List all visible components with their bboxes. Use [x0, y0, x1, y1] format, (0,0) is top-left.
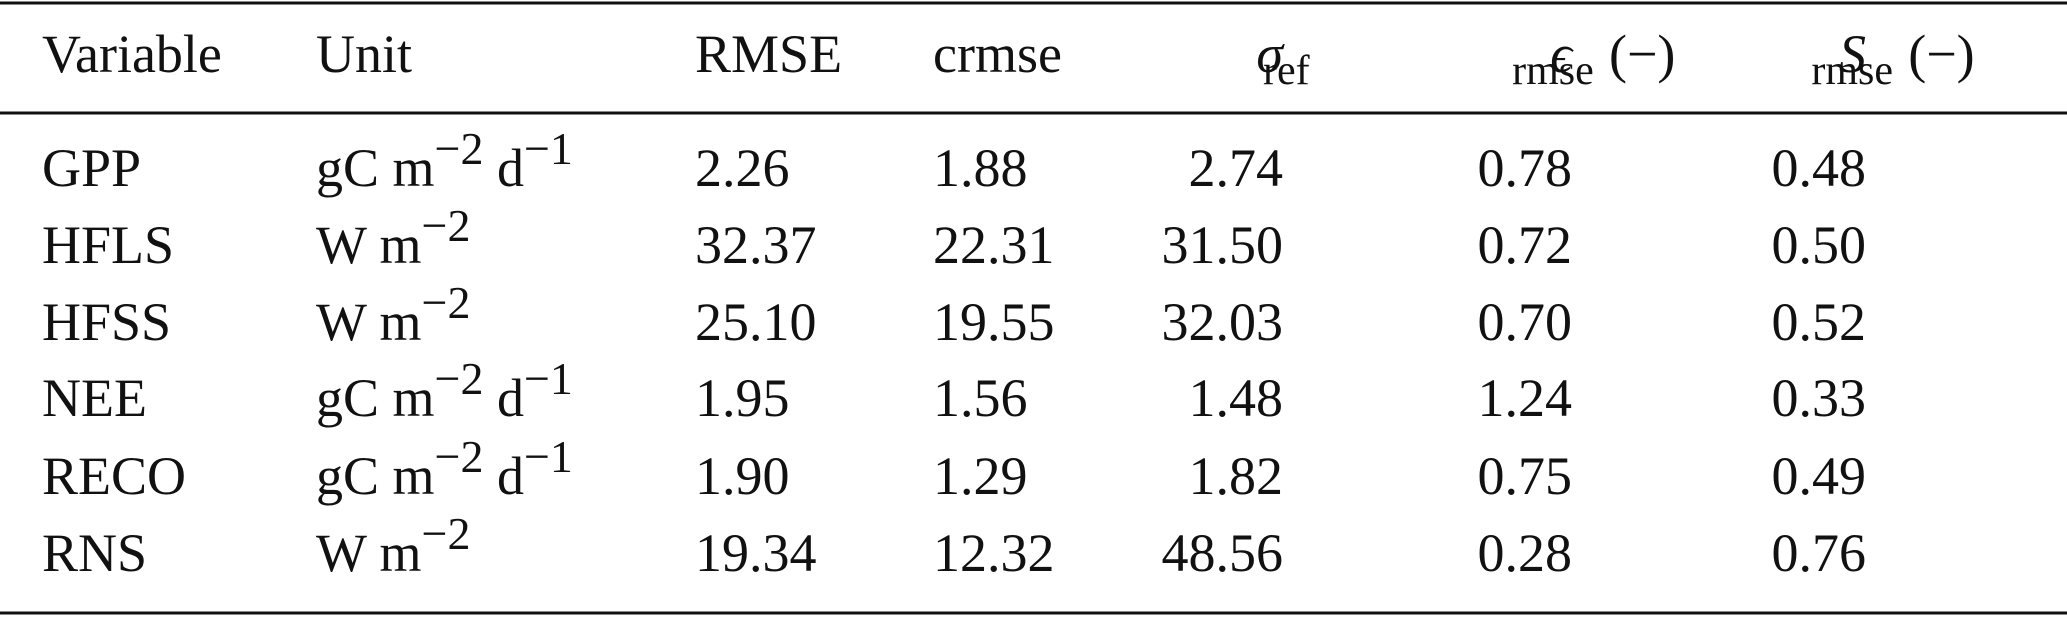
unit-superscript: −1	[524, 431, 573, 482]
unit-cell: W m−2	[316, 508, 470, 583]
value-cell: 1.56	[933, 368, 1028, 428]
unit-superscript: −2	[422, 508, 471, 559]
header-cell: Unit	[316, 24, 412, 84]
value-cell: 0.50	[1772, 215, 1867, 275]
value-cell: 0.78	[1478, 138, 1573, 198]
value-cell: 0.76	[1772, 523, 1867, 583]
variable-cell: HFLS	[42, 215, 174, 275]
unit-superscript: −2	[435, 123, 484, 174]
header-text: crmse	[933, 24, 1062, 84]
unit-text: W m	[316, 215, 422, 275]
value-cell: 0.33	[1772, 368, 1867, 428]
value-cell: 19.34	[695, 523, 817, 583]
unit-superscript: −1	[524, 123, 573, 174]
header-suffix: (−)	[1596, 24, 1676, 84]
unit-superscript: −2	[435, 431, 484, 482]
value-cell: 1.95	[695, 368, 790, 428]
unit-text: W m	[316, 523, 422, 583]
value-cell: 0.49	[1772, 446, 1867, 506]
unit-cell: W m−2	[316, 277, 470, 352]
unit-text: d	[483, 446, 524, 506]
variable-cell: GPP	[42, 138, 141, 198]
value-cell: 0.75	[1478, 446, 1573, 506]
header-symbol: S	[1839, 24, 1866, 84]
unit-cell: gC m−2 d−1	[316, 353, 573, 428]
value-cell: 22.31	[933, 215, 1055, 275]
variable-cell: NEE	[42, 368, 147, 428]
unit-superscript: −1	[524, 353, 573, 404]
value-cell: 31.50	[1162, 215, 1284, 275]
value-cell: 12.32	[933, 523, 1055, 583]
unit-text: d	[483, 138, 524, 198]
variable-cell: RECO	[42, 446, 186, 506]
value-cell: 1.29	[933, 446, 1028, 506]
value-cell: 19.55	[933, 292, 1055, 352]
header-subscript: rmse	[1512, 48, 1594, 94]
header-cell: RMSE	[695, 24, 842, 84]
unit-text: W m	[316, 292, 422, 352]
unit-superscript: −2	[422, 277, 471, 328]
value-cell: 0.70	[1478, 292, 1573, 352]
unit-cell: gC m−2 d−1	[316, 431, 573, 506]
variable-cell: RNS	[42, 523, 147, 583]
header-cell: Srmse (−)	[1811, 24, 1974, 94]
header-cell: σref	[1256, 24, 1309, 94]
unit-text: d	[483, 368, 524, 428]
header-cell: Variable	[42, 24, 222, 84]
unit-text: gC m	[316, 446, 435, 506]
value-cell: 25.10	[695, 292, 817, 352]
unit-superscript: −2	[435, 353, 484, 404]
value-cell: 1.24	[1478, 368, 1573, 428]
value-cell: 0.48	[1772, 138, 1867, 198]
value-cell: 32.03	[1162, 292, 1284, 352]
value-cell: 1.82	[1189, 446, 1284, 506]
variable-cell: HFSS	[42, 292, 171, 352]
value-cell: 0.72	[1478, 215, 1573, 275]
header-symbol: ϵ	[1550, 24, 1574, 84]
value-cell: 48.56	[1162, 523, 1284, 583]
header-subscript: ref	[1263, 48, 1310, 94]
value-cell: 32.37	[695, 215, 817, 275]
header-text: Unit	[316, 24, 412, 84]
header-symbol: σ	[1256, 24, 1285, 84]
header-suffix: (−)	[1895, 24, 1975, 84]
value-cell: 2.26	[695, 138, 790, 198]
unit-cell: W m−2	[316, 200, 470, 275]
unit-superscript: −2	[422, 200, 471, 251]
value-cell: 2.74	[1189, 138, 1284, 198]
value-cell: 1.90	[695, 446, 790, 506]
header-text: Variable	[42, 24, 222, 84]
value-cell: 0.28	[1478, 523, 1573, 583]
unit-text: gC m	[316, 138, 435, 198]
header-subscript: rmse	[1811, 48, 1893, 94]
header-text: RMSE	[695, 24, 842, 84]
value-cell: 0.52	[1772, 292, 1867, 352]
unit-cell: gC m−2 d−1	[316, 123, 573, 198]
header-cell: crmse	[933, 24, 1062, 84]
unit-text: gC m	[316, 368, 435, 428]
value-cell: 1.48	[1189, 368, 1284, 428]
value-cell: 1.88	[933, 138, 1028, 198]
header-cell: ϵrmse (−)	[1512, 24, 1675, 94]
